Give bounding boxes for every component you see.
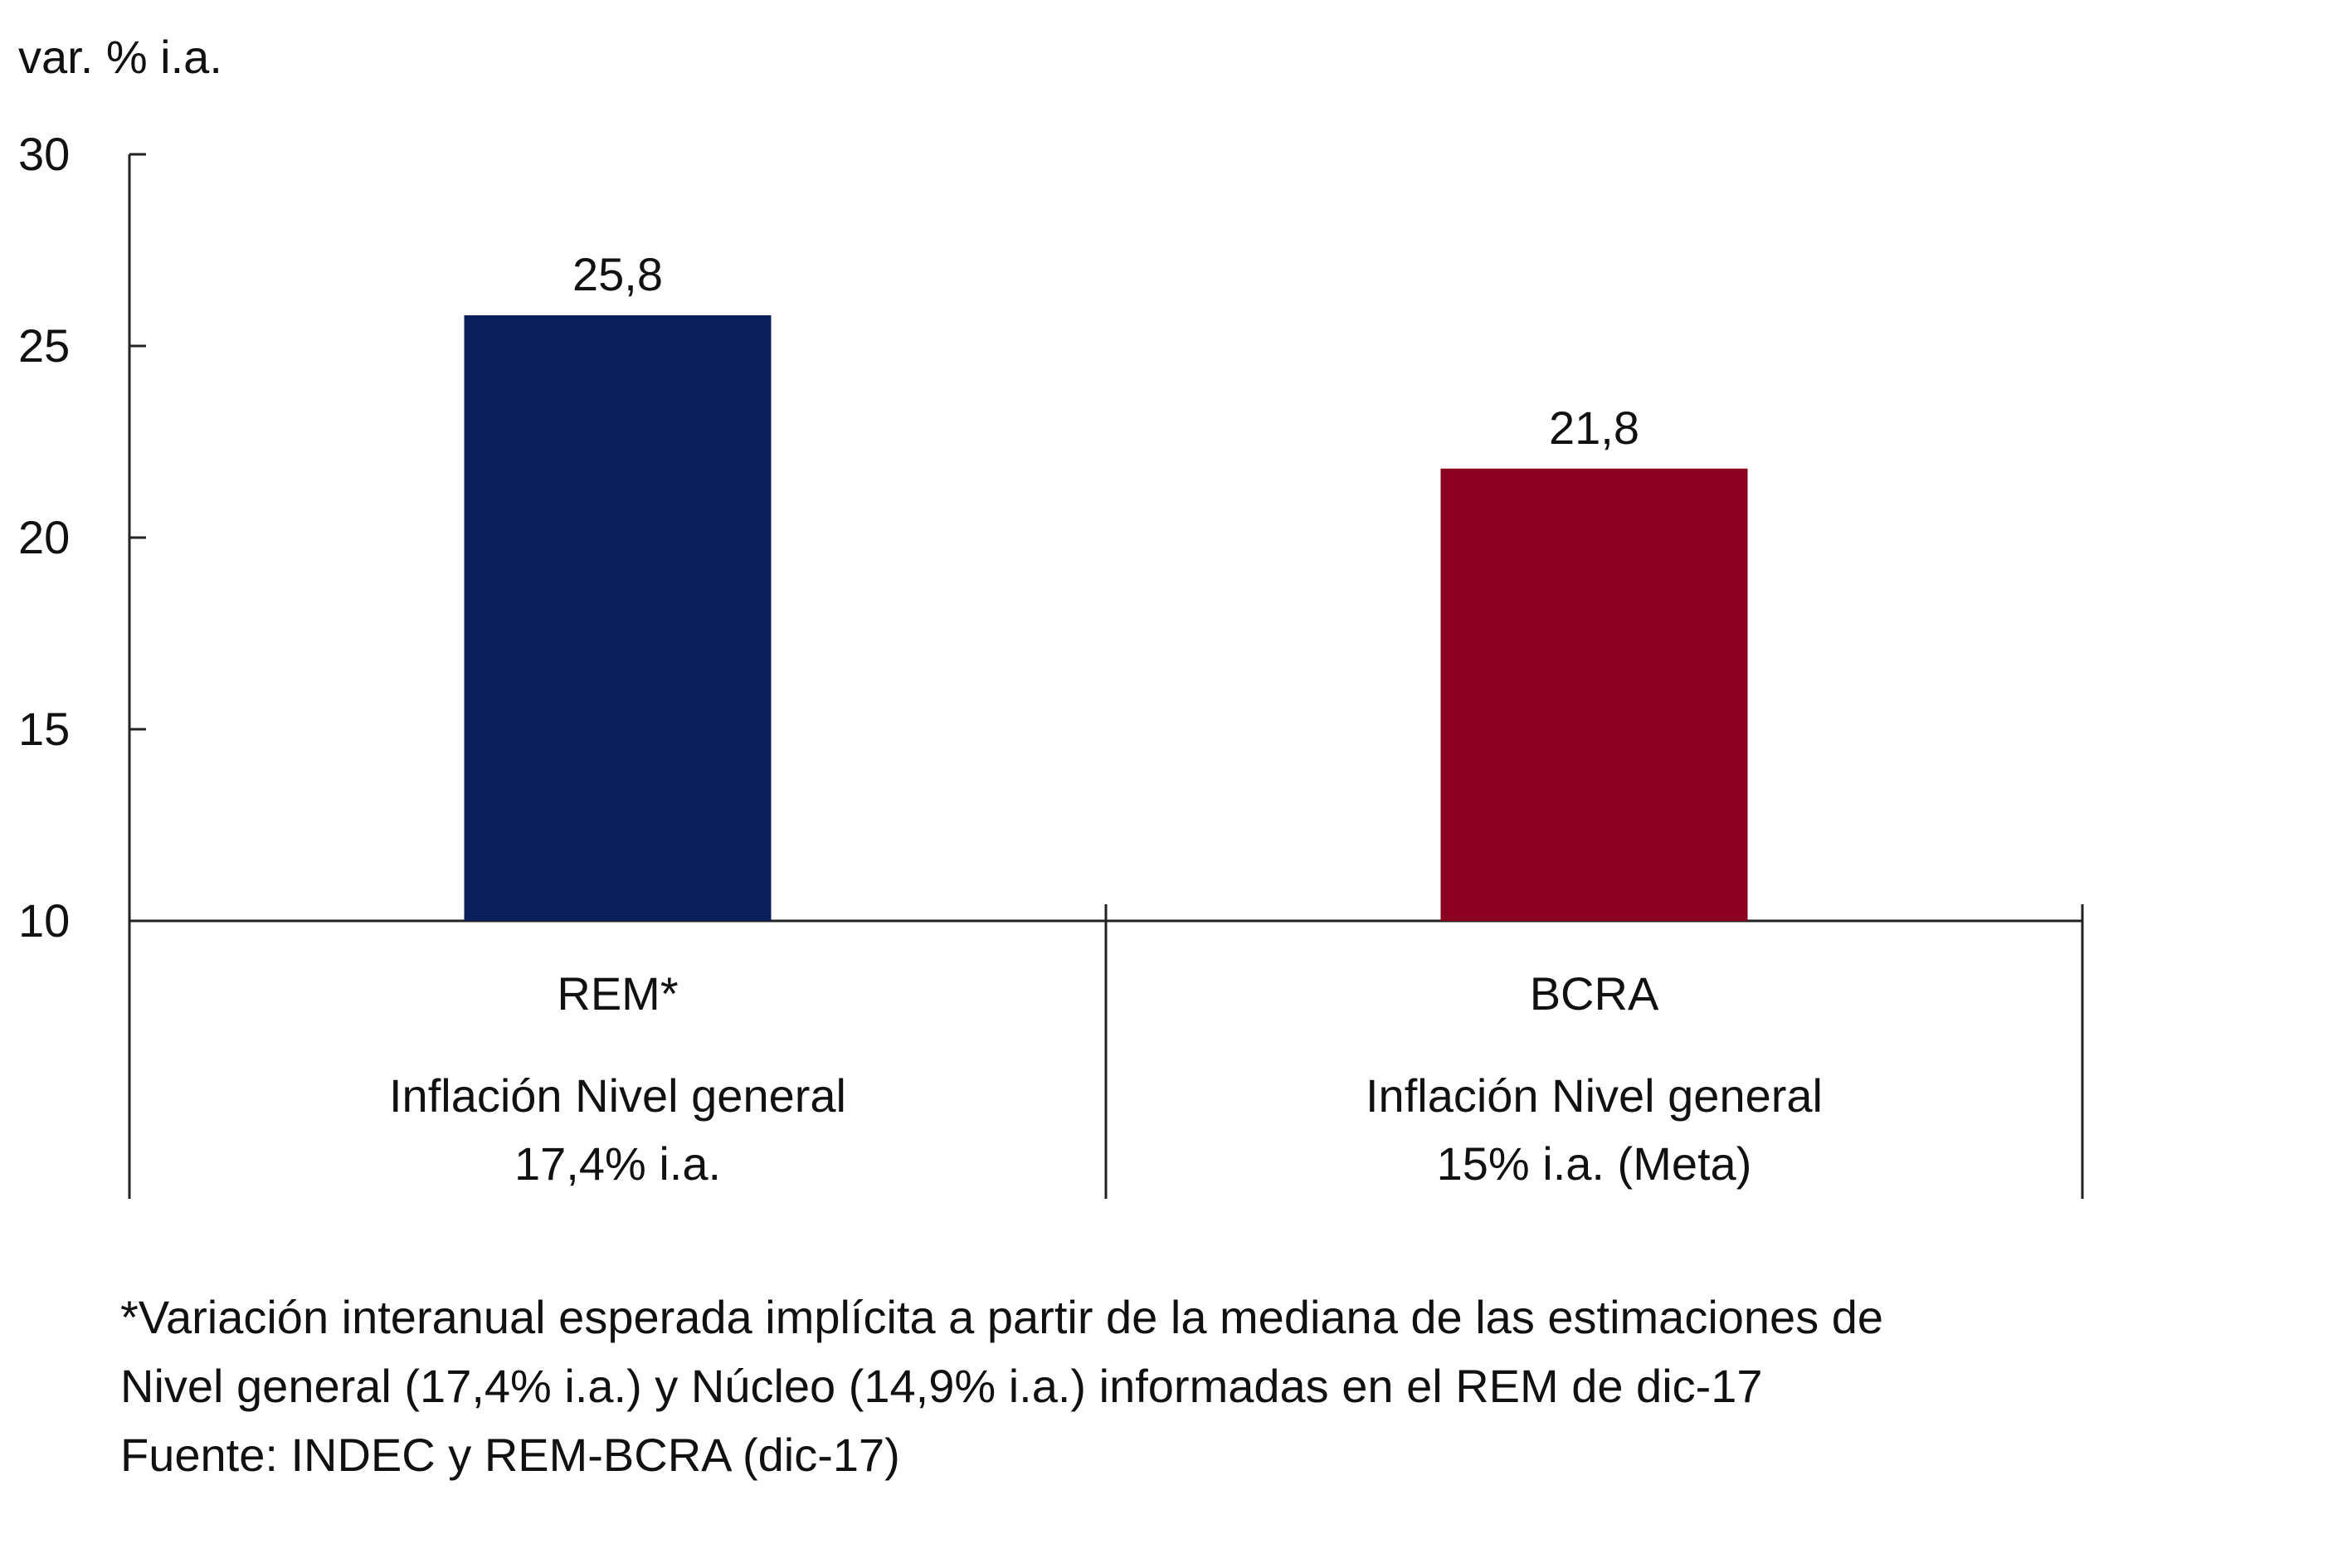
- data-label: 25,8: [572, 248, 663, 300]
- footnote-line-1: *Variación interanual esperada implícita…: [120, 1291, 1883, 1343]
- category-label: REM*: [557, 967, 678, 1020]
- category-description: Inflación Nivel general: [389, 1069, 846, 1122]
- source-note: Fuente: INDEC y REM-BCRA (dic-17): [120, 1429, 900, 1481]
- category-label: BCRA: [1530, 967, 1659, 1020]
- category-target: 15% i.a. (Meta): [1437, 1137, 1752, 1190]
- bars: 25,8 REM* Inflación Nivel general 17,4% i.a…: [389, 248, 1823, 1190]
- y-tick-label: 20: [18, 511, 70, 563]
- y-tick-label: 30: [18, 128, 70, 180]
- footnote-line-2: Nivel general (17,4% i.a.) y Núcleo (14,…: [120, 1360, 1763, 1412]
- y-tick-label: 15: [18, 703, 70, 755]
- bar-rem: [464, 315, 772, 921]
- category-target: 17,4% i.a.: [514, 1137, 721, 1190]
- y-tick-label: 25: [18, 319, 70, 372]
- y-tick-label: 10: [18, 894, 70, 947]
- y-axis-label: var. % i.a.: [18, 31, 222, 83]
- bar-bcra: [1440, 468, 1748, 921]
- y-ticks: 10 15 20 25 30: [18, 128, 146, 947]
- data-label: 21,8: [1549, 402, 1639, 454]
- category-description: Inflación Nivel general: [1366, 1069, 1823, 1122]
